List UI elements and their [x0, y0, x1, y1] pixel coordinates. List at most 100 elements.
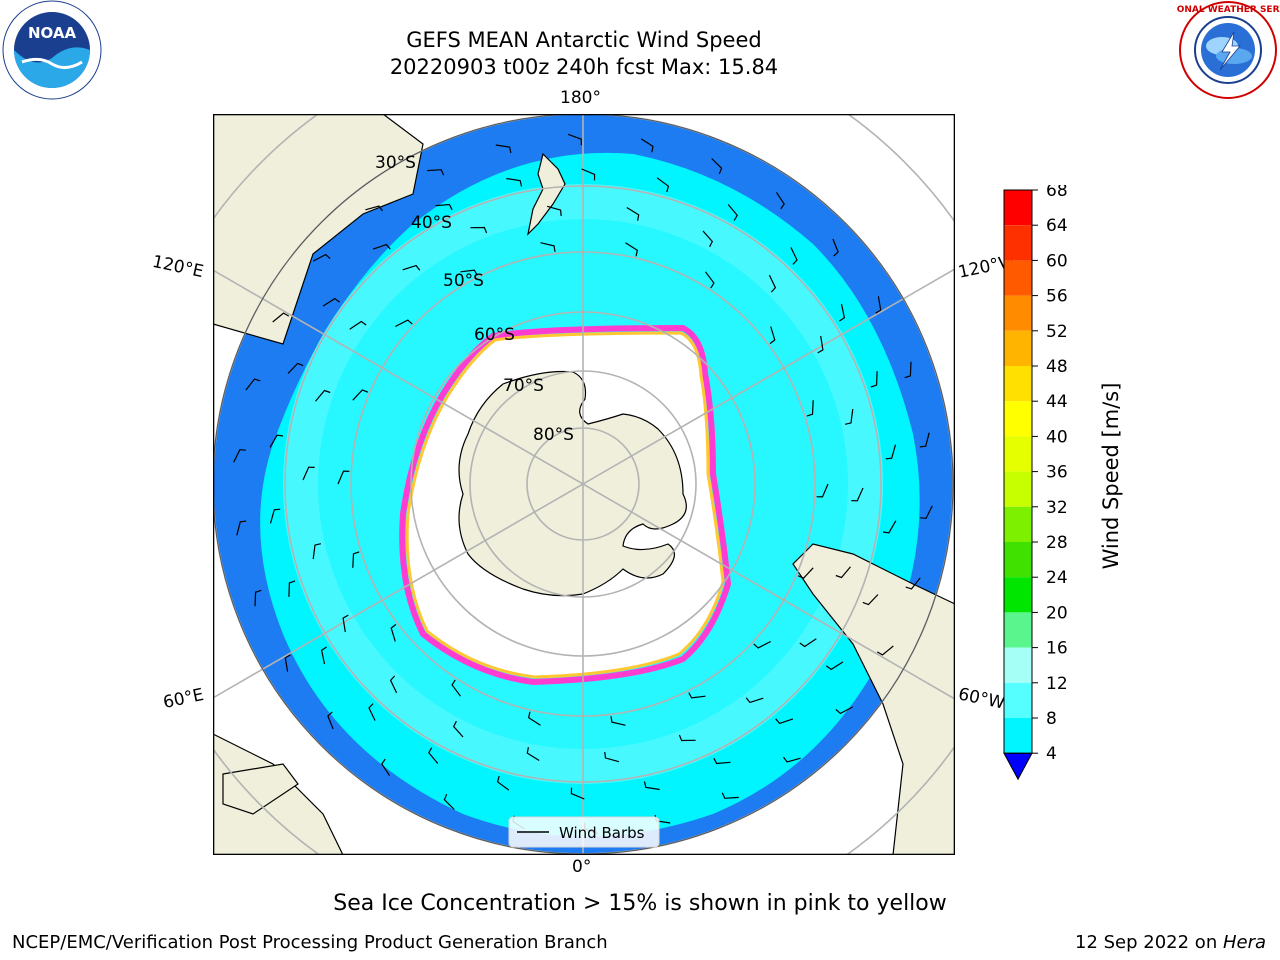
lat-label-70s: 70°S [503, 376, 544, 396]
wind-barb [643, 781, 660, 791]
noaa-logo-text: NOAA [28, 24, 77, 42]
legend-label: Wind Barbs [559, 824, 645, 842]
wind-barb [352, 389, 369, 401]
wind-barb [625, 242, 638, 257]
wind-barb [797, 567, 814, 579]
wind-barbs-legend: Wind Barbs [508, 816, 660, 848]
wind-barb [312, 253, 331, 262]
wind-barb [678, 734, 696, 742]
wind-barb [806, 400, 814, 417]
wind-barb [381, 758, 390, 776]
wind-barb [365, 205, 383, 212]
wind-barb [322, 297, 341, 307]
wind-barb [245, 378, 261, 391]
wind-barb [254, 589, 262, 607]
wind-barb [352, 551, 360, 568]
wind-barb [389, 675, 398, 694]
wind-barbs [233, 133, 933, 835]
wind-barb [427, 169, 445, 176]
colorbar-segment [1004, 577, 1032, 613]
colorbar-segment [1004, 330, 1032, 366]
wind-barb [790, 247, 798, 265]
wind-barb [776, 192, 785, 210]
lat-label-30s: 30°S [375, 153, 416, 173]
colorbar-tick-label: 28 [1046, 533, 1068, 553]
colorbar-segment [1004, 401, 1032, 437]
wind-barb [315, 389, 331, 402]
wind-barb [799, 638, 817, 648]
land-madagascar-area [222, 763, 299, 815]
polar-map-svg: 30°S 40°S 50°S 60°S 70°S 80°S Wind Barbs [212, 113, 956, 856]
colorbar-segment [1004, 225, 1032, 261]
wind-barb [435, 203, 453, 211]
colorbar-segment [1004, 366, 1032, 402]
wind-barb [825, 661, 844, 671]
wind-barb [783, 756, 801, 763]
wind-barb [904, 361, 912, 379]
wind-barb [288, 580, 296, 597]
wind-barb [753, 640, 771, 649]
wind-barb [342, 614, 349, 633]
colorbar-tick-label: 56 [1046, 287, 1068, 307]
wind-barb [768, 274, 777, 293]
wind-barb [688, 692, 706, 699]
map-frame [212, 113, 956, 856]
wind-barb [402, 264, 421, 271]
wind-barb [702, 230, 714, 248]
colorbar-tick-label: 32 [1046, 498, 1068, 518]
colorbar-tick-label: 68 [1046, 185, 1068, 201]
lat-label-80s: 80°S [533, 425, 574, 445]
wind-barb [451, 679, 461, 697]
wind-barb [721, 792, 739, 799]
wind-barb [862, 594, 879, 606]
wind-barb [546, 205, 562, 217]
wind-barb [610, 716, 626, 726]
wind-barb [870, 371, 878, 388]
wind-barb [372, 243, 391, 250]
wind-barb [844, 408, 854, 425]
chart-title: GEFS MEAN Antarctic Wind Speed [406, 28, 762, 52]
wind-barb [236, 520, 247, 536]
colorbar-svg: 68 64 60 56 52 48 44 40 36 32 28 24 20 16 12 8 4 [1003, 181, 1068, 781]
noaa-logo: NOAA [0, 0, 104, 104]
land-antarctica [458, 370, 687, 597]
colorbar-tick-label: 4 [1046, 744, 1057, 764]
wind-barb [452, 720, 464, 738]
wind-barb [839, 303, 846, 322]
lat-label-60s: 60°S [474, 325, 515, 345]
footer-host: Hera [1222, 932, 1266, 953]
polar-map: 30°S 40°S 50°S 60°S 70°S 80°S Wind Barbs [212, 113, 956, 856]
wind-barb [287, 362, 304, 374]
colorbar-under-arrow [1003, 752, 1033, 781]
wind-barb [604, 751, 620, 763]
colorbar-segment [1004, 542, 1032, 578]
wind-barb [775, 718, 794, 725]
footer-date: 12 Sep 2022 on Hera [1075, 932, 1266, 953]
wind-barb [327, 711, 334, 730]
colorbar-tick-label: 64 [1046, 216, 1068, 236]
wind-barb [570, 787, 585, 800]
colorbar-tick-label: 48 [1046, 357, 1068, 377]
wind-barb [233, 449, 246, 463]
footer-org: NCEP/EMC/Verification Post Processing Pr… [12, 932, 608, 953]
wind-barb [835, 706, 854, 715]
colorbar-segment [1004, 190, 1032, 226]
wind-barb [817, 335, 824, 354]
wind-barb [528, 711, 541, 726]
wind-barb [656, 177, 670, 193]
colorbar-label-wrap: Wind Speed [m/s] [1066, 364, 1156, 594]
colorbar-tick-label: 60 [1046, 251, 1068, 271]
wind-barb [875, 296, 882, 314]
wind-barb [320, 646, 327, 665]
colorbar-segment [1004, 718, 1032, 754]
wind-barb [460, 269, 478, 276]
nws-logo: NATIONAL WEATHER SERVICE [1153, 0, 1280, 104]
wind-barb [711, 158, 723, 175]
wind-barb [905, 577, 921, 590]
wind-barb [470, 226, 488, 234]
wind-barb [269, 434, 284, 448]
wind-barb [302, 466, 315, 481]
wind-barb [443, 793, 455, 810]
wind-barb [705, 271, 715, 289]
wind-barb [272, 312, 290, 323]
